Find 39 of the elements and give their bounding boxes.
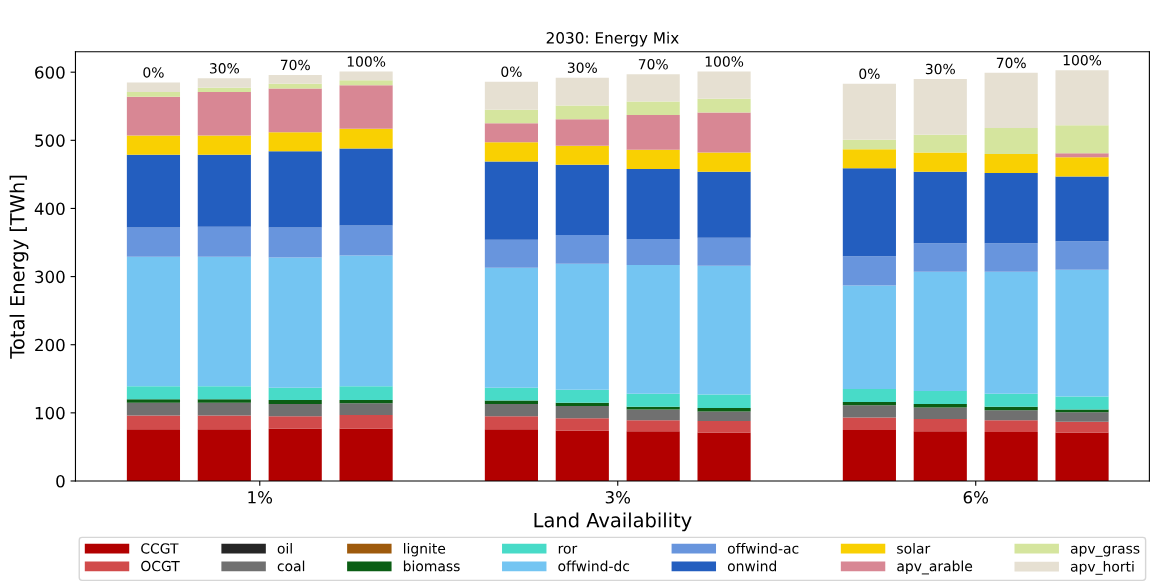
text: 1% <box>248 491 273 504</box>
chart-title: 2030: Energy Mix <box>546 31 679 47</box>
y-axis-title: Total Energy [TWh] <box>9 175 29 359</box>
legend-label: offwind-ac <box>727 542 799 554</box>
x-tick-label: 0% <box>859 68 880 80</box>
y-tick-label: 100 <box>35 406 65 420</box>
x-tick-label: 0% <box>143 67 164 78</box>
legend-label: offwind-dc <box>558 560 630 572</box>
x-tick-label: 100% <box>347 56 386 67</box>
x-tick-label: 70% <box>996 57 1026 69</box>
x-tick-label: 70% <box>638 58 668 70</box>
x-tick-label: 30% <box>209 63 239 74</box>
legend-label: lignite <box>403 542 446 557</box>
x-tick-label: 0% <box>501 66 522 77</box>
x-tick-label: 100% <box>1063 54 1102 66</box>
x-tick-label: 100% <box>705 56 744 67</box>
y-tick-label: 0 <box>56 474 65 488</box>
legend-label: onwind <box>727 560 777 572</box>
y-tick-label: 200 <box>35 338 65 352</box>
x-tick-label: 30% <box>925 63 955 75</box>
legend-label: oil <box>277 542 292 554</box>
text: 3% <box>605 491 631 504</box>
x-tick-label: 70% <box>280 59 310 71</box>
legend-label: coal <box>277 560 305 572</box>
legend-label: solar <box>897 542 931 554</box>
legend-label: apv_arable <box>897 560 973 575</box>
text: 6% <box>963 491 989 504</box>
legend-label: apv_horti <box>1070 560 1134 575</box>
legend-label: ror <box>558 545 578 554</box>
y-tick-label: 600 <box>35 66 65 79</box>
legend-label: biomass <box>403 560 460 572</box>
legend-label: CCGT <box>141 543 179 554</box>
x-axis-title: Land Availability <box>534 512 692 532</box>
y-tick-label: 400 <box>34 202 65 216</box>
y-tick-label: 300 <box>35 270 65 284</box>
legend-label: apv_grass <box>1070 545 1140 557</box>
x-tick-label: 30% <box>567 62 597 73</box>
y-tick-label: 500 <box>35 134 65 147</box>
legend-label: OCGT <box>141 560 180 572</box>
